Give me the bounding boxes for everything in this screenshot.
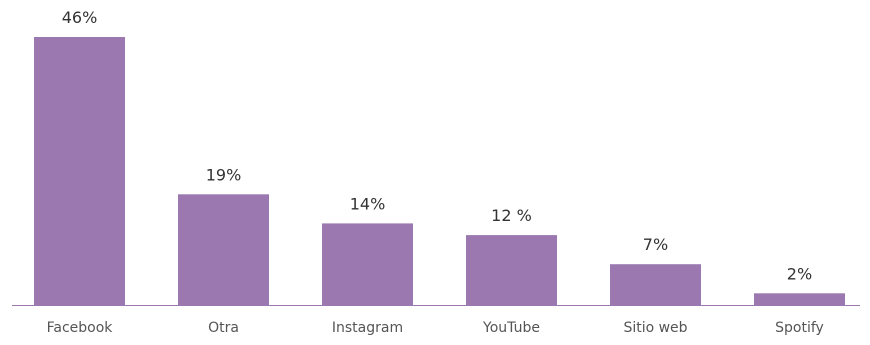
value-labels-layer: 46% 19% 14% 12 % 7% 2% (62, 8, 812, 283)
value-label-otra: 19% (206, 165, 242, 184)
bar-instagram (322, 223, 413, 305)
tick-label-facebook: Facebook (47, 320, 114, 336)
tick-labels-layer: Facebook Otra Instagram YouTube Sitio web Spo… (47, 320, 824, 336)
bar-spotify (754, 293, 845, 305)
tick-label-instagram: Instagram (332, 320, 403, 336)
value-label-instagram: 14% (350, 194, 386, 213)
tick-label-spotify: Spotify (775, 320, 824, 336)
tick-label-sitio-web: Sitio web (623, 320, 687, 336)
tick-label-youtube: YouTube (482, 320, 540, 336)
value-label-facebook: 46% (62, 8, 98, 27)
bar-sitio-web (610, 264, 701, 305)
value-label-spotify: 2% (787, 264, 812, 283)
value-label-youtube: 12 % (491, 206, 532, 225)
bar-youtube (466, 235, 557, 305)
bar-facebook (34, 37, 125, 305)
bar-otra (178, 194, 269, 305)
bars-layer (34, 37, 845, 305)
tick-label-otra: Otra (208, 320, 239, 336)
value-label-sitio-web: 7% (643, 235, 668, 254)
